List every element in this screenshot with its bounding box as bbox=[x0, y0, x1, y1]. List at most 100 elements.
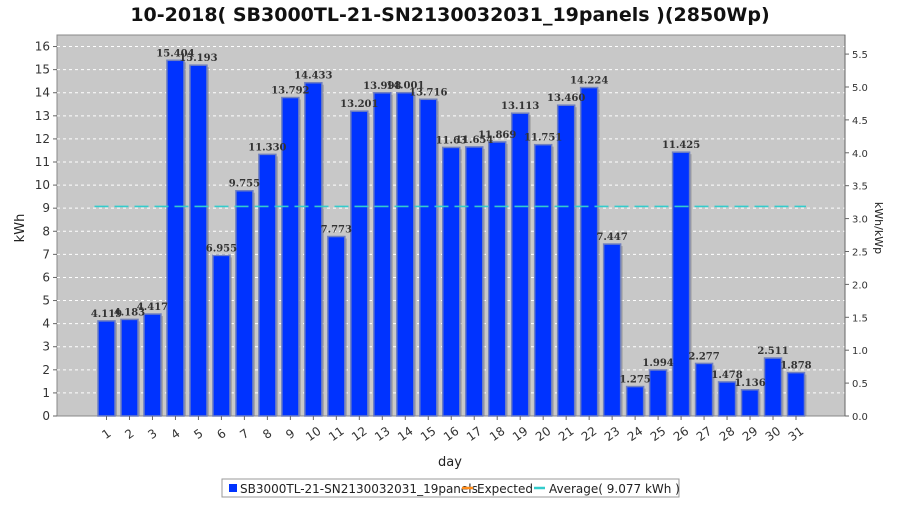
x-tick-label: 4 bbox=[168, 426, 182, 442]
bar bbox=[396, 91, 415, 417]
x-tick-label: 22 bbox=[579, 424, 600, 444]
bar bbox=[671, 151, 691, 417]
bar-value-label: 1.878 bbox=[780, 361, 811, 372]
y-axis-right-label: kWh/kWp bbox=[872, 202, 885, 254]
bars bbox=[97, 59, 807, 417]
x-tick-label: 21 bbox=[556, 424, 577, 444]
bar-value-label: 4.417 bbox=[137, 302, 168, 313]
x-axis: 1 2 3 4 5 6 7 8 9 10 11 12 13 14 15 16 17 18 19 20 21 22 23 24 2… bbox=[99, 416, 806, 444]
bar bbox=[212, 254, 231, 417]
x-tick-label: 2 bbox=[122, 426, 136, 442]
bar-value-label: 14.224 bbox=[570, 76, 608, 87]
bar-value-label: 15.193 bbox=[179, 53, 217, 64]
legend-label-expected: Expected bbox=[477, 482, 533, 496]
y-tick-label: 1 bbox=[42, 386, 50, 400]
x-tick-label: 28 bbox=[717, 424, 738, 444]
bar-value-label: 1.136 bbox=[734, 378, 765, 389]
bar-value-label: 2.277 bbox=[688, 351, 719, 362]
x-tick-label: 31 bbox=[786, 424, 807, 444]
bar bbox=[350, 110, 369, 417]
x-tick-label: 16 bbox=[441, 424, 462, 444]
bar-value-label: 11.63 bbox=[436, 135, 467, 146]
y-tick-label: 10 bbox=[35, 178, 50, 192]
y-right-tick-label: 1.5 bbox=[852, 313, 868, 324]
legend-box bbox=[221, 478, 680, 498]
x-tick-label: 8 bbox=[260, 426, 274, 442]
bar bbox=[510, 112, 530, 417]
x-tick-label: 27 bbox=[694, 424, 715, 444]
y-right-tick-label: 0.5 bbox=[852, 379, 868, 390]
bar bbox=[442, 146, 461, 417]
y-tick-label: 2 bbox=[42, 363, 50, 377]
bar bbox=[763, 357, 783, 417]
bar-value-label: 2.511 bbox=[757, 346, 788, 357]
bar bbox=[648, 369, 668, 417]
y-tick-label: 8 bbox=[42, 224, 50, 238]
y-tick-label: 12 bbox=[35, 132, 50, 146]
y-tick-label: 11 bbox=[35, 155, 50, 169]
bar-value-label: 14.001 bbox=[386, 81, 424, 92]
bar bbox=[740, 389, 760, 417]
bar-value-label: 9.755 bbox=[229, 179, 260, 190]
bar-value-label: 13.113 bbox=[501, 101, 539, 112]
y-right-tick-label: 3.0 bbox=[852, 215, 868, 226]
y-tick-label: 15 bbox=[35, 63, 50, 77]
x-tick-label: 6 bbox=[214, 426, 228, 442]
y-tick-label: 9 bbox=[42, 201, 50, 215]
x-tick-label: 9 bbox=[283, 426, 297, 442]
bar bbox=[464, 146, 484, 417]
bar bbox=[556, 104, 576, 417]
x-tick-label: 24 bbox=[625, 424, 646, 444]
x-tick-label: 11 bbox=[326, 424, 347, 444]
x-tick-label: 25 bbox=[648, 424, 669, 444]
x-tick-label: 5 bbox=[191, 426, 205, 442]
x-tick-label: 18 bbox=[487, 424, 508, 444]
x-axis-label: day bbox=[438, 455, 462, 470]
bar bbox=[166, 59, 185, 417]
bar bbox=[373, 92, 392, 417]
chart-title: 10-2018( SB3000TL-21-SN2130032031_19pane… bbox=[130, 4, 769, 26]
x-tick-label: 26 bbox=[671, 424, 692, 444]
y-tick-label: 3 bbox=[42, 340, 50, 354]
y-right-tick-label: 2.5 bbox=[852, 247, 868, 258]
y-tick-label: 5 bbox=[42, 294, 50, 308]
y-right-tick-label: 1.0 bbox=[852, 346, 868, 357]
bar bbox=[625, 385, 645, 417]
bar bbox=[579, 86, 599, 417]
legend-label-average: Average( 9.077 kWh ) bbox=[549, 482, 680, 496]
bar bbox=[189, 64, 208, 417]
y-tick-label: 13 bbox=[35, 109, 50, 123]
bar-value-label: 11.425 bbox=[662, 140, 700, 151]
bar-value-label: 13.201 bbox=[340, 99, 378, 110]
y-tick-label: 14 bbox=[35, 86, 50, 100]
y-right-tick-label: 0.0 bbox=[852, 412, 868, 423]
x-tick-label: 12 bbox=[349, 424, 370, 444]
bar-value-label: 1.275 bbox=[619, 375, 650, 386]
bar-value-label: 13.792 bbox=[271, 86, 309, 97]
x-tick-label: 23 bbox=[602, 424, 623, 444]
bar-value-label: 7.447 bbox=[596, 232, 627, 243]
bar bbox=[602, 243, 622, 417]
bar-value-label: 7.773 bbox=[321, 225, 352, 236]
legend-label-series: SB3000TL-21-SN2130032031_19panels bbox=[240, 482, 478, 496]
bar bbox=[533, 143, 553, 417]
y-right-tick-label: 4.0 bbox=[852, 149, 868, 160]
y-tick-label: 6 bbox=[42, 270, 50, 284]
legend-swatch-series bbox=[229, 484, 237, 492]
bar-value-label: 1.478 bbox=[711, 370, 742, 381]
y-tick-label: 16 bbox=[35, 40, 50, 54]
bar-value-label: 11.330 bbox=[248, 142, 286, 153]
bar bbox=[304, 81, 323, 417]
x-tick-label: 30 bbox=[763, 424, 784, 444]
x-tick-label: 10 bbox=[303, 424, 324, 444]
bar-value-label: 6.955 bbox=[206, 243, 237, 254]
y-right-tick-label: 3.5 bbox=[852, 182, 868, 193]
bar-value-label: 11.751 bbox=[524, 133, 562, 144]
x-tick-label: 20 bbox=[533, 424, 554, 444]
bar bbox=[487, 141, 507, 417]
x-tick-label: 13 bbox=[372, 424, 393, 444]
y-right-tick-label: 5.5 bbox=[852, 50, 868, 61]
y-axis-label: kWh bbox=[13, 214, 28, 243]
bar-value-label: 11.869 bbox=[478, 130, 516, 141]
